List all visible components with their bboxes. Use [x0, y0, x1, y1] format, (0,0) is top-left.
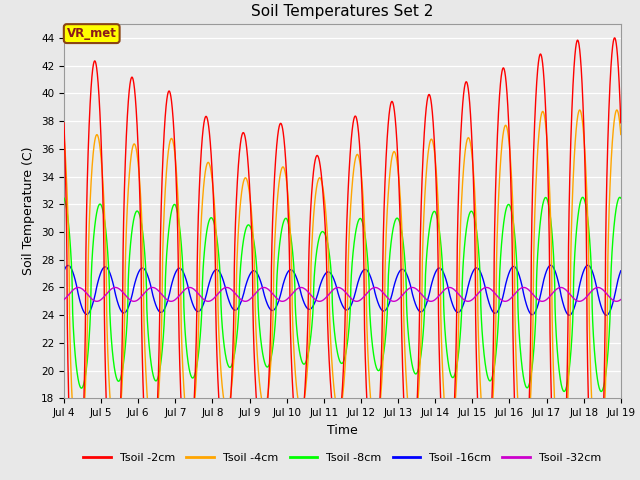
- Y-axis label: Soil Temperature (C): Soil Temperature (C): [22, 147, 35, 276]
- Tsoil -8cm: [324, 240, 332, 246]
- Tsoil -2cm: [467, 120, 475, 125]
- X-axis label: Time: Time: [327, 424, 358, 437]
- Tsoil -16cm: [587, 264, 595, 270]
- Tsoil -8cm: [587, 249, 595, 255]
- Tsoil -16cm: [60, 268, 68, 274]
- Tsoil -16cm: [467, 274, 475, 279]
- Tsoil -2cm: [324, 317, 332, 323]
- Tsoil -32cm: [324, 293, 332, 299]
- Line: Tsoil -32cm: Tsoil -32cm: [64, 288, 621, 301]
- Legend: Tsoil -2cm, Tsoil -4cm, Tsoil -8cm, Tsoil -16cm, Tsoil -32cm: Tsoil -2cm, Tsoil -4cm, Tsoil -8cm, Tsoi…: [79, 449, 606, 468]
- Tsoil -32cm: [483, 285, 491, 290]
- Tsoil -4cm: [483, 445, 490, 451]
- Tsoil -2cm: [617, 120, 625, 126]
- Tsoil -32cm: [587, 289, 595, 295]
- Tsoil -8cm: [617, 195, 625, 201]
- Line: Tsoil -2cm: Tsoil -2cm: [64, 38, 621, 480]
- Tsoil -4cm: [587, 370, 595, 376]
- Tsoil -4cm: [467, 144, 475, 150]
- Tsoil -4cm: [576, 107, 584, 113]
- Tsoil -32cm: [612, 299, 620, 304]
- Text: VR_met: VR_met: [67, 27, 116, 40]
- Line: Tsoil -8cm: Tsoil -8cm: [64, 197, 621, 392]
- Tsoil -32cm: [250, 293, 257, 299]
- Tsoil -8cm: [467, 208, 475, 214]
- Line: Tsoil -16cm: Tsoil -16cm: [64, 265, 621, 315]
- Tsoil -4cm: [594, 467, 602, 472]
- Tsoil -8cm: [616, 194, 623, 200]
- Tsoil -2cm: [60, 120, 68, 126]
- Tsoil -16cm: [584, 263, 592, 268]
- Tsoil -8cm: [593, 376, 601, 382]
- Tsoil -16cm: [250, 268, 257, 274]
- Tsoil -8cm: [483, 370, 490, 375]
- Tsoil -4cm: [324, 235, 332, 240]
- Tsoil -8cm: [597, 389, 605, 395]
- Tsoil -32cm: [594, 285, 602, 290]
- Tsoil -32cm: [74, 285, 82, 290]
- Tsoil -4cm: [557, 468, 565, 473]
- Tsoil -32cm: [60, 297, 68, 302]
- Tsoil -2cm: [611, 35, 618, 41]
- Tsoil -4cm: [250, 234, 257, 240]
- Tsoil -16cm: [324, 269, 332, 275]
- Tsoil -16cm: [617, 268, 625, 274]
- Tsoil -2cm: [587, 466, 595, 472]
- Tsoil -2cm: [250, 319, 257, 325]
- Tsoil -16cm: [483, 291, 490, 297]
- Tsoil -32cm: [617, 297, 625, 302]
- Title: Soil Temperatures Set 2: Soil Temperatures Set 2: [252, 4, 433, 19]
- Tsoil -4cm: [60, 132, 68, 137]
- Tsoil -16cm: [603, 312, 611, 318]
- Tsoil -16cm: [594, 289, 602, 295]
- Tsoil -32cm: [467, 298, 475, 303]
- Tsoil -4cm: [617, 132, 625, 137]
- Tsoil -8cm: [250, 234, 257, 240]
- Tsoil -8cm: [60, 195, 68, 201]
- Line: Tsoil -4cm: Tsoil -4cm: [64, 110, 621, 470]
